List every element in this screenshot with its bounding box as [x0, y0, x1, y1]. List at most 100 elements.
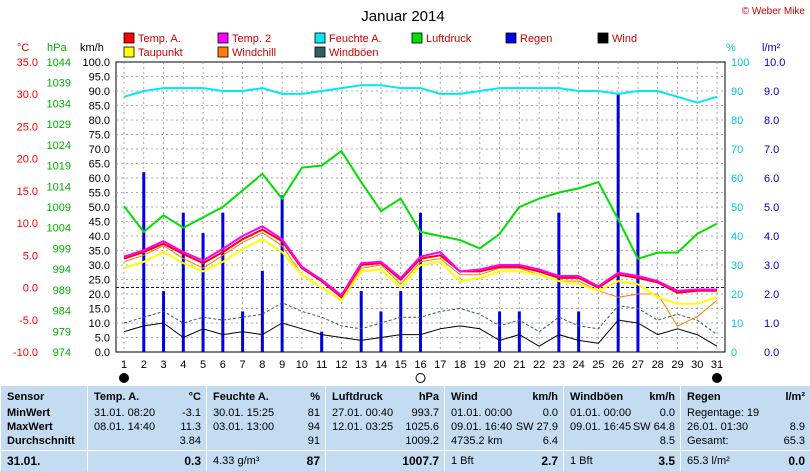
- stats-cell-detail: 09.01. 16:45: [570, 421, 632, 433]
- pressure-axis-tick-label: 994: [53, 264, 71, 276]
- stats-column-title: Temp. A.: [94, 391, 140, 403]
- stats-separator: [207, 450, 326, 451]
- rain-bar: [201, 233, 205, 352]
- stats-header-row: Temp. A. °C: [88, 390, 207, 405]
- rain-bar: [260, 270, 264, 352]
- humidity-axis-tick-label: 80: [731, 115, 743, 127]
- x-tick-label: 26: [612, 359, 624, 371]
- humidity-axis-tick-label: 100: [731, 57, 749, 69]
- stats-cell-detail: Regentage: 19: [687, 407, 760, 419]
- x-tick-label: 4: [180, 359, 186, 371]
- rain-bar: [280, 195, 284, 352]
- stats-separator: [1, 450, 88, 451]
- stats-column-unit: km/h: [649, 391, 675, 403]
- stats-column-title: Luftdruck: [332, 391, 383, 403]
- pressure-axis-tick-label: 1029: [47, 119, 71, 131]
- stats-cell-value: 0.0: [542, 407, 558, 419]
- legend-swatch: [411, 32, 423, 44]
- stats-column-title: Regen: [687, 391, 721, 403]
- pressure-axis-tick-label: 984: [53, 306, 71, 318]
- stats-column: Luftdruck hPa 27.01. 00:40 993.7 12.01. 03:2…: [325, 386, 445, 471]
- stats-column-unit: hPa: [418, 391, 439, 403]
- x-tick-label: 12: [335, 359, 347, 371]
- stats-row: 4735.2 km 6.4: [445, 434, 564, 449]
- stats-cell-value: SW 64.8: [632, 421, 675, 433]
- legend-swatch: [314, 46, 326, 58]
- stats-cell-value: 1009.2: [405, 435, 439, 447]
- legend-label: Taupunkt: [138, 47, 183, 59]
- stats-row: 31.01. 08:20 -3.1: [88, 406, 207, 421]
- temp-axis-unit: °C: [17, 42, 29, 54]
- series-lines: [116, 84, 725, 347]
- rain-bar: [359, 291, 363, 352]
- x-tick-label: 8: [259, 359, 265, 371]
- legend-swatch: [505, 32, 517, 44]
- x-tick-label: 15: [395, 359, 407, 371]
- temp-axis-tick-label: 35.0: [17, 57, 38, 69]
- stats-cell-detail: 1 Bft: [570, 455, 593, 467]
- stats-cell-detail: Gesamt:: [687, 435, 729, 447]
- legend-swatch: [123, 32, 135, 44]
- humidity-axis-tick-label: 10: [731, 318, 743, 330]
- stats-row: 0.3: [88, 454, 207, 469]
- series-line-wind: [123, 319, 718, 347]
- wind-axis-tick-label: 80.0: [89, 115, 110, 127]
- x-tick-label: 21: [513, 359, 525, 371]
- stats-cell-detail: 65.3 l/m²: [687, 455, 730, 467]
- temp-axis-tick-label: 10.0: [17, 218, 38, 230]
- humidity-axis-tick-label: 40: [731, 231, 743, 243]
- wind-axis-tick-label: 55.0: [89, 188, 110, 200]
- stats-column: Regen l/m² Regentage: 19 26.01. 01:30 8.9 Ges…: [680, 386, 810, 471]
- wind-axis-tick-label: 70.0: [89, 144, 110, 156]
- stats-cell-detail: 03.01. 13:00: [213, 421, 275, 433]
- stats-separator: [681, 450, 810, 451]
- stats-cell-detail: 1 Bft: [451, 455, 474, 467]
- stats-cell-value: 65.3: [783, 435, 805, 447]
- wind-axis-unit: km/h: [80, 42, 104, 54]
- wind-axis-tick-label: 30.0: [89, 260, 110, 272]
- rain-bar: [181, 212, 185, 352]
- series-line-luftdruck: [123, 150, 718, 260]
- legend-label: Temp. 2: [232, 33, 271, 45]
- wind-axis-tick-label: 40.0: [89, 231, 110, 243]
- stats-row: MinWert: [1, 406, 88, 421]
- wind-axis-tick-label: 20.0: [89, 289, 110, 301]
- x-tick-label: 5: [200, 359, 206, 371]
- stats-row: 1 Bft 3.5: [564, 454, 681, 469]
- x-tick-label: 19: [474, 359, 486, 371]
- pressure-axis-tick-label: 1024: [47, 140, 71, 152]
- wind-axis-tick-label: 65.0: [89, 159, 110, 171]
- stats-row: MaxWert: [1, 420, 88, 435]
- pressure-axis-tick-label: 1004: [47, 223, 71, 235]
- x-tick-label: 20: [493, 359, 505, 371]
- weather-chart: 35.030.025.020.015.010.05.00.0-5.0-10.01…: [13, 6, 805, 383]
- stats-row: 1007.7: [326, 454, 445, 469]
- stats-column: Feuchte A.% 30.01. 15:25 81 03.01. 13:00 94 9…: [206, 386, 326, 471]
- legend-swatch: [217, 46, 229, 58]
- legend-label: Temp. A.: [138, 33, 181, 45]
- stats-row: 01.01. 00:00 0.0: [564, 406, 681, 421]
- rain-axis-tick-label: 5.0: [764, 202, 779, 214]
- statistics-table: Sensor MinWert MaxWert Durchschnitt 31.01. Te…: [0, 386, 810, 471]
- humidity-axis-tick-label: 90: [731, 86, 743, 98]
- legend-label: Wind: [612, 33, 637, 45]
- rain-bar: [419, 212, 422, 352]
- stats-column-unit: °C: [188, 391, 201, 403]
- x-tick-label: 18: [454, 359, 466, 371]
- rain-axis-tick-label: 2.0: [764, 289, 779, 301]
- wind-axis-tick-label: 25.0: [89, 275, 110, 287]
- humidity-axis-unit: %: [726, 42, 736, 54]
- humidity-axis-tick-label: 50: [731, 202, 743, 214]
- rain-bar: [379, 311, 383, 352]
- x-tick-label: 13: [355, 359, 367, 371]
- wind-axis-tick-label: 75.0: [89, 130, 110, 142]
- series-line-windchill: [123, 232, 718, 327]
- stats-cell-detail: 4735.2 km: [451, 435, 503, 447]
- stats-row: 3.84: [88, 434, 207, 449]
- x-tick-label: 30: [691, 359, 703, 371]
- rain-axis-tick-label: 10.0: [764, 57, 785, 69]
- stats-cell-value: 81: [307, 407, 320, 419]
- stats-column-unit: l/m²: [785, 391, 805, 403]
- x-tick-label: 6: [220, 359, 226, 371]
